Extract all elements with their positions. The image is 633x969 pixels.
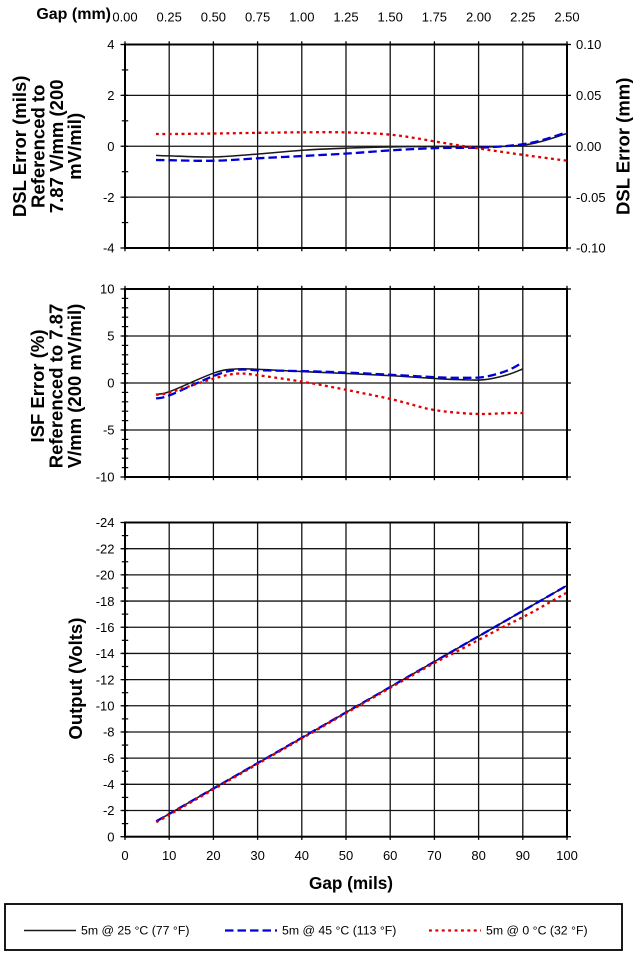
svg-text:20: 20 — [206, 848, 220, 863]
svg-text:Gap (mils): Gap (mils) — [309, 873, 393, 893]
svg-text:80: 80 — [471, 848, 485, 863]
svg-text:0.00: 0.00 — [576, 139, 601, 154]
svg-text:5m @ 0 °C (32 °F): 5m @ 0 °C (32 °F) — [486, 924, 588, 938]
svg-text:-8: -8 — [103, 725, 115, 740]
svg-text:0: 0 — [107, 139, 114, 154]
svg-text:-4: -4 — [103, 777, 115, 792]
svg-text:5m @ 25 °C (77 °F): 5m @ 25 °C (77 °F) — [81, 924, 189, 938]
svg-text:0.00: 0.00 — [112, 10, 137, 25]
svg-text:2.25: 2.25 — [510, 10, 535, 25]
svg-text:90: 90 — [516, 848, 530, 863]
svg-text:40: 40 — [295, 848, 309, 863]
svg-text:10: 10 — [162, 848, 176, 863]
svg-text:1.00: 1.00 — [289, 10, 314, 25]
svg-text:-0.10: -0.10 — [576, 241, 606, 256]
svg-text:DSL Error (mm): DSL Error (mm) — [613, 78, 633, 215]
svg-text:Output (Volts): Output (Volts) — [65, 618, 86, 740]
svg-text:-16: -16 — [96, 620, 115, 635]
svg-text:0.10: 0.10 — [576, 37, 601, 52]
svg-text:-10: -10 — [96, 699, 115, 714]
svg-text:0: 0 — [121, 848, 128, 863]
svg-text:-4: -4 — [103, 241, 115, 256]
svg-text:-2: -2 — [103, 803, 115, 818]
svg-text:1.50: 1.50 — [378, 10, 403, 25]
svg-text:-20: -20 — [96, 568, 115, 583]
svg-text:Gap (mm): Gap (mm) — [36, 6, 111, 23]
svg-text:0.75: 0.75 — [245, 10, 270, 25]
svg-text:-24: -24 — [96, 515, 115, 530]
svg-text:1.75: 1.75 — [422, 10, 447, 25]
svg-text:5: 5 — [107, 329, 114, 344]
svg-text:100: 100 — [556, 848, 578, 863]
svg-text:0: 0 — [107, 829, 114, 844]
svg-text:V/mm (200 mV/mil): V/mm (200 mV/mil) — [64, 304, 85, 469]
svg-text:50: 50 — [339, 848, 353, 863]
svg-text:-12: -12 — [96, 672, 115, 687]
svg-text:60: 60 — [383, 848, 397, 863]
svg-text:2.50: 2.50 — [554, 10, 579, 25]
svg-text:2: 2 — [107, 88, 114, 103]
svg-text:30: 30 — [250, 848, 264, 863]
svg-text:-5: -5 — [103, 423, 115, 438]
svg-text:0.25: 0.25 — [157, 10, 182, 25]
svg-text:-14: -14 — [96, 646, 115, 661]
svg-text:mV/mil): mV/mil) — [64, 113, 85, 180]
svg-text:-10: -10 — [96, 470, 115, 485]
svg-text:-22: -22 — [96, 541, 115, 556]
svg-text:-0.05: -0.05 — [576, 190, 606, 205]
svg-text:-6: -6 — [103, 751, 115, 766]
svg-text:0: 0 — [107, 376, 114, 391]
svg-text:2.00: 2.00 — [466, 10, 491, 25]
svg-text:70: 70 — [427, 848, 441, 863]
svg-text:4: 4 — [107, 37, 114, 52]
svg-text:-2: -2 — [103, 190, 115, 205]
svg-text:-18: -18 — [96, 594, 115, 609]
svg-text:0.05: 0.05 — [576, 88, 601, 103]
svg-text:5m @ 45 °C (113 °F): 5m @ 45 °C (113 °F) — [282, 924, 396, 938]
svg-text:0.50: 0.50 — [201, 10, 226, 25]
svg-text:1.25: 1.25 — [333, 10, 358, 25]
svg-text:10: 10 — [100, 282, 114, 297]
